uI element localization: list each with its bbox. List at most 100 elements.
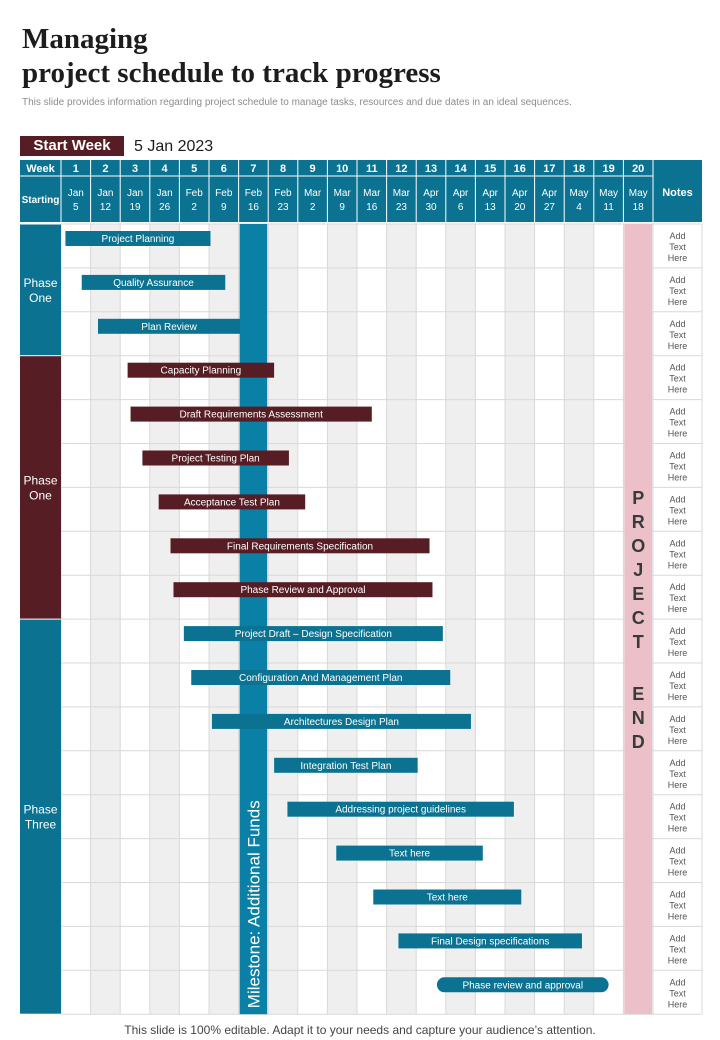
note-text: Text xyxy=(669,593,686,603)
note-text: Here xyxy=(668,472,688,482)
week-month: Apr xyxy=(423,188,439,199)
note-text: Text xyxy=(669,637,686,647)
notes-header-label: Notes xyxy=(662,187,693,199)
project-end-letter: E xyxy=(632,584,644,604)
subtitle: This slide provides information regardin… xyxy=(22,97,572,108)
start-week-badge: Start Week xyxy=(20,136,124,156)
week-day: 4 xyxy=(576,202,582,213)
week-number: 16 xyxy=(514,163,526,175)
week-number: 15 xyxy=(484,163,496,175)
page-title: Managing project schedule to track progr… xyxy=(22,22,441,90)
task-label: Project Testing Plan xyxy=(172,454,260,465)
phase-label: Phase xyxy=(23,473,57,487)
note-text: Add xyxy=(669,582,685,592)
phase-label: One xyxy=(29,488,52,502)
week-day: 18 xyxy=(633,202,645,213)
note-text: Text xyxy=(669,725,686,735)
note-text: Here xyxy=(668,341,688,351)
project-end-letter: T xyxy=(633,632,644,652)
note-text: Here xyxy=(668,516,688,526)
task-bar xyxy=(98,318,241,334)
note-text: Here xyxy=(668,560,688,570)
week-month: Feb xyxy=(245,188,263,199)
week-number: 1 xyxy=(73,163,79,175)
task-bar xyxy=(81,274,226,290)
note-text: Add xyxy=(669,319,685,329)
week-month: Jan xyxy=(97,188,113,199)
task-bar xyxy=(130,406,372,422)
week-month: Apr xyxy=(512,188,528,199)
note-text: Here xyxy=(668,297,688,307)
phase-label: Phase xyxy=(23,803,57,817)
note-text: Text xyxy=(669,769,686,779)
note-text: Here xyxy=(668,780,688,790)
note-text: Add xyxy=(669,802,685,812)
week-day: 12 xyxy=(100,202,112,213)
week-number: 3 xyxy=(132,163,138,175)
week-month: Apr xyxy=(542,188,558,199)
phase-label: Phase xyxy=(23,276,57,290)
task-label: Addressing project guidelines xyxy=(335,805,466,816)
header-band xyxy=(20,160,702,222)
starting-header-label: Starting xyxy=(22,195,60,206)
note-text: Add xyxy=(669,538,685,548)
task-bar xyxy=(436,977,609,993)
project-end-letter: E xyxy=(632,684,644,704)
task-bar xyxy=(183,626,443,642)
note-text: Add xyxy=(669,670,685,680)
note-text: Here xyxy=(668,648,688,658)
week-day: 26 xyxy=(159,202,171,213)
note-text: Add xyxy=(669,450,685,460)
task-bar xyxy=(398,933,582,949)
week-number: 2 xyxy=(102,163,108,175)
note-text: Text xyxy=(669,418,686,428)
week-number: 4 xyxy=(162,163,169,175)
week-month: May xyxy=(629,188,648,199)
title-line-2: project schedule to track progress xyxy=(22,57,441,89)
week-number: 5 xyxy=(191,163,197,175)
week-day: 16 xyxy=(248,202,260,213)
task-bar xyxy=(142,450,289,466)
task-bar xyxy=(287,801,514,817)
week-day: 20 xyxy=(514,202,526,213)
week-number: 6 xyxy=(221,163,227,175)
task-bar xyxy=(170,538,430,554)
note-text: Add xyxy=(669,889,685,899)
week-month: May xyxy=(599,188,618,199)
task-bar xyxy=(127,362,275,378)
task-bar xyxy=(191,670,451,685)
note-text: Text xyxy=(669,374,686,384)
project-end-letter: O xyxy=(631,536,645,556)
task-label: Integration Test Plan xyxy=(300,761,391,772)
note-text: Here xyxy=(668,604,688,614)
task-label: Text here xyxy=(389,849,431,860)
note-text: Text xyxy=(669,900,686,910)
project-end-letter: J xyxy=(633,560,643,580)
task-label: Final Requirements Specification xyxy=(227,541,373,552)
week-month: Mar xyxy=(334,188,352,199)
milestone-band xyxy=(239,224,268,1015)
week-number: 19 xyxy=(602,163,614,175)
note-text: Here xyxy=(668,824,688,834)
task-bar xyxy=(158,494,306,510)
week-day: 2 xyxy=(310,202,316,213)
project-end-letter: C xyxy=(632,608,645,628)
task-label: Phase Review and Approval xyxy=(240,585,365,596)
note-text: Text xyxy=(669,988,686,998)
note-text: Text xyxy=(669,549,686,559)
note-text: Here xyxy=(668,253,688,263)
note-text: Here xyxy=(668,911,688,921)
week-day: 6 xyxy=(458,202,464,213)
week-month: Apr xyxy=(482,188,498,199)
week-day: 23 xyxy=(396,202,408,213)
note-text: Text xyxy=(669,813,686,823)
note-text: Add xyxy=(669,933,685,943)
note-text: Add xyxy=(669,626,685,636)
week-month: Jan xyxy=(157,188,173,199)
week-number: 9 xyxy=(310,163,316,175)
note-text: Here xyxy=(668,868,688,878)
note-text: Text xyxy=(669,857,686,867)
note-text: Text xyxy=(669,461,686,471)
task-bar xyxy=(336,845,483,861)
week-month: Feb xyxy=(186,188,204,199)
